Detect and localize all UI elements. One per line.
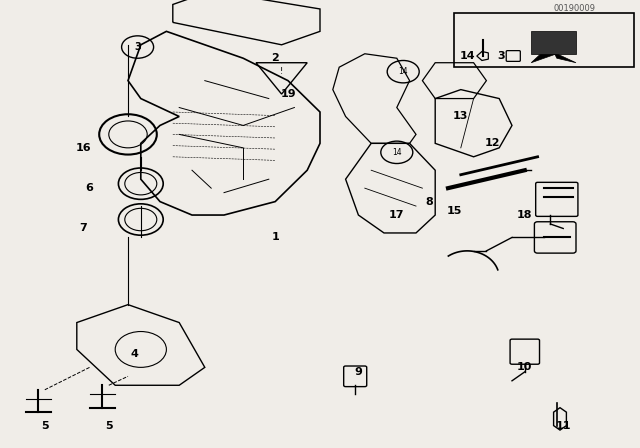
Text: 1: 1 (271, 233, 279, 242)
Text: 8: 8 (425, 197, 433, 207)
Text: 14: 14 (460, 51, 475, 61)
Bar (531, 31, 576, 54)
Text: 11: 11 (556, 421, 571, 431)
Text: 13: 13 (453, 112, 468, 121)
Text: 18: 18 (517, 210, 532, 220)
Text: 16: 16 (76, 143, 91, 153)
Text: 6: 6 (86, 183, 93, 193)
Text: 3: 3 (497, 51, 505, 61)
Text: 7: 7 (79, 224, 87, 233)
Polygon shape (531, 45, 576, 63)
Text: 12: 12 (485, 138, 500, 148)
Text: !: ! (280, 67, 284, 76)
Bar (454, 13, 634, 67)
Text: 14: 14 (392, 148, 402, 157)
Text: 17: 17 (389, 210, 404, 220)
Text: 00190009: 00190009 (553, 4, 595, 13)
Text: 10: 10 (517, 362, 532, 372)
Text: 4: 4 (131, 349, 138, 359)
Text: 5: 5 (105, 421, 113, 431)
Text: 19: 19 (280, 89, 296, 99)
Text: 14: 14 (398, 67, 408, 76)
Text: 15: 15 (447, 206, 462, 215)
Text: 9: 9 (355, 367, 362, 377)
Text: 2: 2 (271, 53, 279, 63)
Text: 3: 3 (134, 42, 141, 52)
Text: 5: 5 (41, 421, 49, 431)
